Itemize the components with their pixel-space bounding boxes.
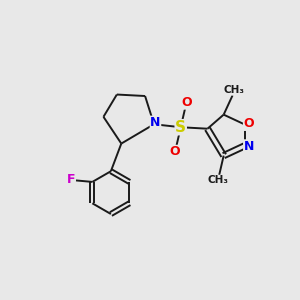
Text: N: N [244, 140, 254, 153]
Text: F: F [66, 173, 75, 186]
Text: CH₃: CH₃ [207, 175, 228, 185]
Text: S: S [175, 120, 186, 135]
Text: O: O [169, 146, 180, 158]
Text: N: N [150, 116, 161, 129]
Text: O: O [244, 117, 254, 130]
Text: O: O [182, 96, 192, 109]
Text: CH₃: CH₃ [224, 85, 244, 95]
